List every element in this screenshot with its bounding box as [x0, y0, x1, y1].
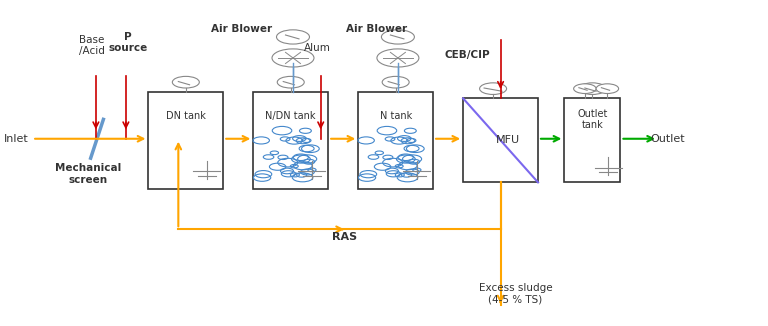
- Text: Mechanical
screen: Mechanical screen: [55, 163, 121, 185]
- Text: DN tank: DN tank: [166, 111, 206, 121]
- Text: Air Blower: Air Blower: [346, 24, 408, 34]
- Text: MFU: MFU: [496, 135, 520, 145]
- Text: Base
/Acid: Base /Acid: [79, 35, 105, 56]
- Circle shape: [272, 49, 314, 67]
- Circle shape: [382, 30, 415, 44]
- Text: Outlet: Outlet: [650, 134, 685, 144]
- Circle shape: [382, 76, 409, 88]
- Text: Air Blower: Air Blower: [211, 24, 273, 34]
- Circle shape: [596, 84, 618, 94]
- FancyBboxPatch shape: [463, 98, 538, 182]
- Circle shape: [479, 83, 507, 95]
- Circle shape: [277, 76, 304, 88]
- FancyBboxPatch shape: [564, 98, 621, 182]
- Text: N tank: N tank: [379, 111, 412, 121]
- Text: RAS: RAS: [332, 232, 357, 242]
- Circle shape: [574, 84, 596, 94]
- Circle shape: [579, 83, 606, 95]
- Text: P
source: P source: [108, 32, 147, 53]
- FancyBboxPatch shape: [358, 92, 433, 189]
- Circle shape: [377, 49, 419, 67]
- Circle shape: [276, 30, 310, 44]
- FancyBboxPatch shape: [253, 92, 328, 189]
- Text: Alum: Alum: [303, 43, 330, 53]
- Text: Excess sludge
(4-5 % TS): Excess sludge (4-5 % TS): [478, 283, 552, 304]
- Text: Outlet
tank: Outlet tank: [578, 109, 607, 130]
- Text: Inlet: Inlet: [4, 134, 28, 144]
- Circle shape: [172, 76, 200, 88]
- FancyBboxPatch shape: [148, 92, 223, 189]
- Text: N/DN tank: N/DN tank: [266, 111, 316, 121]
- Text: CEB/CIP: CEB/CIP: [444, 50, 490, 60]
